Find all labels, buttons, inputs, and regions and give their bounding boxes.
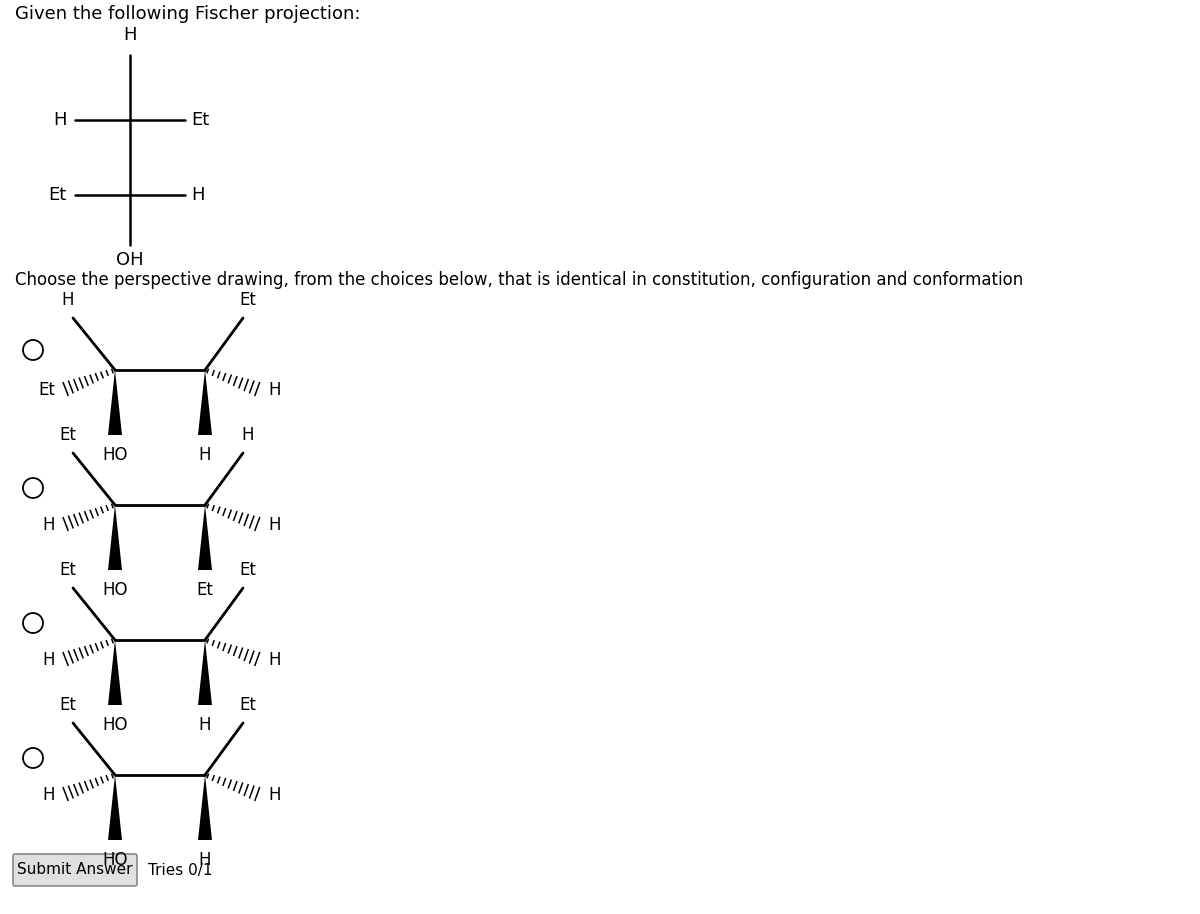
Text: OH: OH	[116, 251, 144, 269]
Text: Tries 0/1: Tries 0/1	[148, 863, 212, 877]
Polygon shape	[108, 505, 122, 570]
Text: HO: HO	[102, 851, 127, 869]
Polygon shape	[198, 370, 212, 435]
Text: H: H	[268, 786, 281, 804]
Text: HO: HO	[102, 446, 127, 464]
Text: Et: Et	[240, 696, 257, 714]
Text: HO: HO	[102, 581, 127, 599]
Polygon shape	[108, 775, 122, 840]
Text: Et: Et	[197, 581, 214, 599]
Text: H: H	[124, 26, 137, 44]
Text: H: H	[268, 651, 281, 669]
Text: H: H	[42, 651, 55, 669]
Polygon shape	[198, 640, 212, 705]
Polygon shape	[108, 370, 122, 435]
Polygon shape	[198, 505, 212, 570]
Text: H: H	[241, 426, 254, 444]
Text: Et: Et	[240, 561, 257, 579]
Text: H: H	[61, 291, 74, 309]
Text: Given the following Fischer projection:: Given the following Fischer projection:	[14, 5, 360, 23]
Text: Et: Et	[60, 696, 77, 714]
Text: Et: Et	[240, 291, 257, 309]
Text: HO: HO	[102, 716, 127, 734]
Text: H: H	[199, 716, 211, 734]
Polygon shape	[198, 775, 212, 840]
Text: Submit Answer: Submit Answer	[17, 863, 133, 877]
Text: H: H	[42, 786, 55, 804]
Text: H: H	[268, 516, 281, 534]
Text: H: H	[199, 851, 211, 869]
Text: H: H	[42, 516, 55, 534]
Text: H: H	[199, 446, 211, 464]
Text: Choose the perspective drawing, from the choices below, that is identical in con: Choose the perspective drawing, from the…	[14, 271, 1024, 289]
Text: Et: Et	[60, 426, 77, 444]
FancyBboxPatch shape	[13, 854, 137, 886]
Polygon shape	[108, 640, 122, 705]
Text: Et: Et	[191, 111, 209, 129]
Text: H: H	[191, 186, 204, 204]
Text: Et: Et	[49, 186, 67, 204]
Text: H: H	[54, 111, 67, 129]
Text: Et: Et	[60, 561, 77, 579]
Text: Et: Et	[38, 381, 55, 399]
Text: H: H	[268, 381, 281, 399]
